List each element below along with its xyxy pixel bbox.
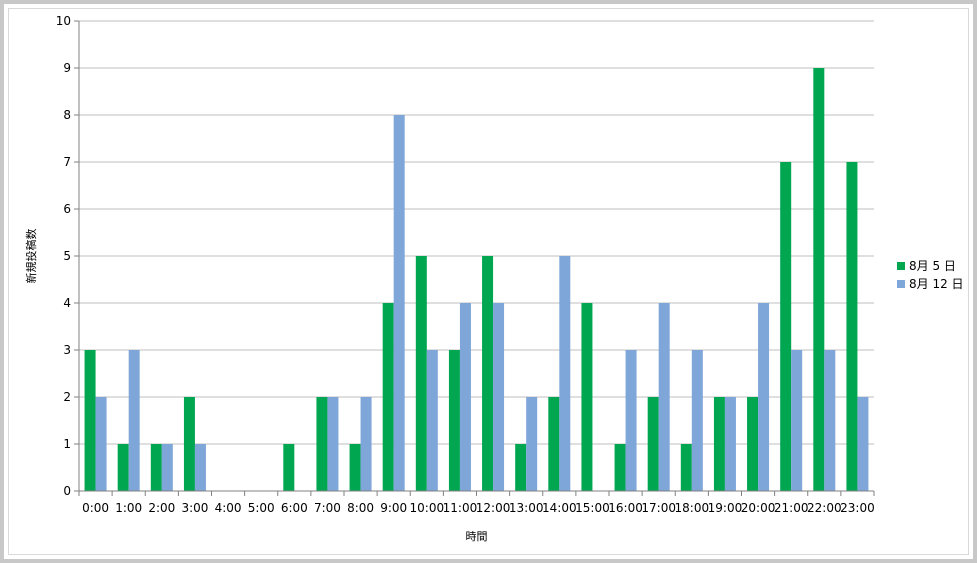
- y-tick-label: 0: [63, 484, 71, 498]
- y-axis-title: 新規投稿数: [24, 229, 38, 284]
- x-tick-labels: 0:00 1:00 2:00 3:00 4:00 5:00 6:00 7:00 8:00 9:00…: [82, 501, 875, 515]
- bar-series-2: [526, 397, 538, 491]
- x-tick-label: 2:00: [148, 501, 175, 515]
- bar-series-1: [150, 444, 162, 491]
- y-tick-labels: 0 1 2 3 4 5 6 7 8 9 10: [56, 14, 71, 498]
- bar-series-1: [680, 444, 692, 491]
- bar-series-1: [84, 350, 96, 491]
- bar-series-1: [316, 397, 328, 491]
- y-tick-label: 10: [56, 14, 71, 28]
- x-tick-label: 0:00: [82, 501, 109, 515]
- bar-series-1: [448, 350, 460, 491]
- x-tick-label: 9:00: [380, 501, 407, 515]
- bar-series-2: [360, 397, 372, 491]
- bar-series-1: [647, 397, 659, 491]
- bar-series-2: [758, 303, 770, 491]
- bar-series-1: [548, 397, 560, 491]
- bar-series-1: [581, 303, 593, 491]
- y-tick-label: 2: [63, 390, 71, 404]
- bar-series-2: [724, 397, 736, 491]
- x-tick-label: 20:00: [741, 501, 776, 515]
- x-tick-label: 23:00: [840, 501, 875, 515]
- bar-series-1: [117, 444, 129, 491]
- y-tick-label: 7: [63, 155, 71, 169]
- bar-series-1: [515, 444, 527, 491]
- x-tick-label: 16:00: [608, 501, 643, 515]
- x-tick-label: 13:00: [509, 501, 544, 515]
- x-tick-label: 15:00: [575, 501, 610, 515]
- legend-swatch-1: [897, 262, 905, 270]
- x-tick-label: 1:00: [115, 501, 142, 515]
- x-tick-label: 22:00: [807, 501, 842, 515]
- legend-label-1: 8月 5 日: [909, 259, 956, 273]
- legend-label-2: 8月 12 日: [909, 277, 964, 291]
- bar-series-1: [482, 256, 494, 491]
- x-axis-title: 時間: [466, 530, 488, 543]
- bar-series-1: [382, 303, 394, 491]
- x-tick-label: 6:00: [281, 501, 308, 515]
- x-tick-label: 4:00: [215, 501, 242, 515]
- bar-series-1: [846, 162, 858, 491]
- bar-series-2: [459, 303, 471, 491]
- y-tick-label: 4: [63, 296, 71, 310]
- x-tick-label: 12:00: [476, 501, 511, 515]
- y-tick-label: 6: [63, 202, 71, 216]
- bar-series-2: [824, 350, 836, 491]
- y-tick-label: 5: [63, 249, 71, 263]
- legend-swatch-2: [897, 280, 905, 288]
- x-tick-label: 21:00: [774, 501, 809, 515]
- bar-series-1: [813, 68, 825, 491]
- bar-series-2: [791, 350, 803, 491]
- y-tick-label: 8: [63, 108, 71, 122]
- axes: [78, 21, 875, 496]
- bar-series-1: [614, 444, 626, 491]
- x-tick-label: 18:00: [675, 501, 710, 515]
- x-tick-label: 3:00: [181, 501, 208, 515]
- x-tick-label: 19:00: [708, 501, 743, 515]
- bar-series-2: [658, 303, 670, 491]
- x-tick-label: 11:00: [443, 501, 478, 515]
- bar-series-1: [713, 397, 725, 491]
- x-tick-label: 10:00: [410, 501, 445, 515]
- y-tick-label: 3: [63, 343, 71, 357]
- bar-series-1: [747, 397, 759, 491]
- bar-series-1: [283, 444, 295, 491]
- bar-series-2: [95, 397, 107, 491]
- bar-series-1: [780, 162, 792, 491]
- x-tick-label: 7:00: [314, 501, 341, 515]
- bar-series-2: [691, 350, 703, 491]
- x-tick-label: 14:00: [542, 501, 577, 515]
- bar-series-2: [161, 444, 173, 491]
- bar-series-2: [559, 256, 571, 491]
- bar-series-1: [349, 444, 361, 491]
- bar-series-2: [194, 444, 206, 491]
- bar-series-2: [493, 303, 505, 491]
- bar-series-2: [393, 115, 405, 491]
- x-tick-label: 8:00: [347, 501, 374, 515]
- bar-series-2: [857, 397, 869, 491]
- y-tick-label: 1: [63, 437, 71, 451]
- bar-series-2: [327, 397, 339, 491]
- bar-series-2: [128, 350, 140, 491]
- legend: 8月 5 日 8月 12 日: [897, 259, 964, 291]
- bar-series-2: [625, 350, 637, 491]
- x-tick-label: 17:00: [641, 501, 676, 515]
- gridlines: [74, 20, 874, 492]
- x-tick-label: 5:00: [248, 501, 275, 515]
- bar-series-2: [426, 350, 438, 491]
- bar-series-1: [415, 256, 427, 491]
- y-tick-label: 9: [63, 61, 71, 75]
- bar-series-1: [183, 397, 195, 491]
- bars: [84, 68, 869, 491]
